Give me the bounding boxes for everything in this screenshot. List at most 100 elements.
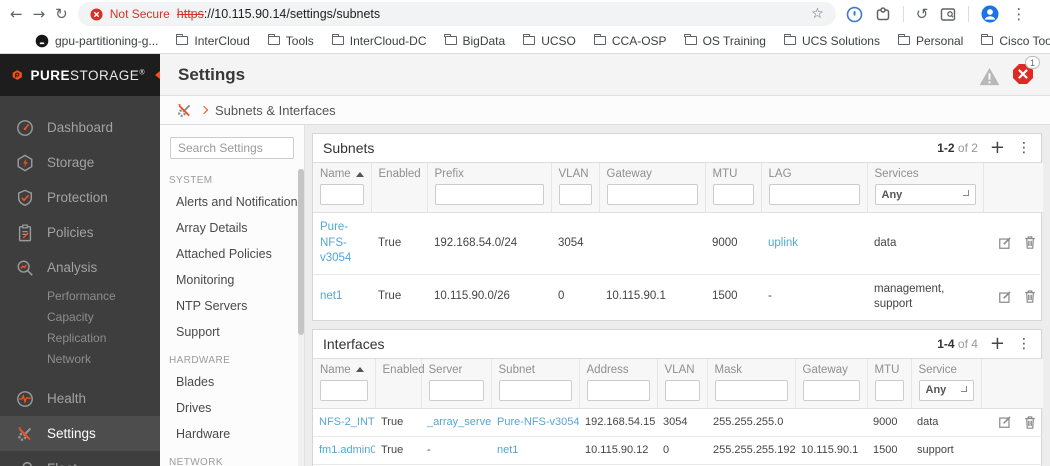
subnets-col-prefix[interactable]: Prefix [434, 168, 464, 180]
subnets-col-name[interactable]: Name [320, 168, 364, 180]
interfaces-mtu-filter[interactable] [874, 379, 904, 401]
bookmark-item[interactable]: UCSO [514, 34, 585, 48]
server-link[interactable]: _array_server [427, 415, 491, 428]
settings-nav-alerts-and-notifications[interactable]: Alerts and Notifications [176, 195, 304, 209]
security-chip-label[interactable]: Not Secure [109, 7, 170, 21]
settings-nav-monitoring[interactable]: Monitoring [176, 273, 235, 287]
bookmark-item[interactable]: Personal [889, 34, 972, 48]
sidebar-item-settings[interactable]: Settings [0, 416, 160, 451]
subnet-link[interactable]: Pure-NFS-v3054 [497, 415, 579, 428]
subnets-col-mtu[interactable]: MTU [712, 168, 738, 180]
sidebar-subitem-network[interactable]: Network [47, 351, 92, 366]
subnets-col-enabled[interactable]: Enabled [378, 168, 421, 180]
subnet-link[interactable]: net1 [497, 443, 519, 456]
sidebar-item-protection[interactable]: Protection [0, 180, 160, 215]
interfaces-col-vlan[interactable]: VLAN [664, 363, 695, 376]
interfaces-subnet-filter[interactable] [498, 379, 572, 401]
interface-name-link[interactable]: fm1.admin0 [319, 443, 375, 456]
sidebar-item-fleet[interactable]: Fleet [0, 451, 160, 466]
delete-icon[interactable] [1023, 289, 1037, 304]
subnets-col-services[interactable]: Services [874, 168, 919, 180]
delete-icon[interactable] [1023, 415, 1037, 430]
interfaces-mask-filter[interactable] [714, 379, 788, 401]
browser-menu-icon[interactable]: ⋮ [1011, 4, 1027, 23]
settings-nav-drives[interactable]: Drives [176, 401, 212, 415]
subnets-mtu-filter[interactable] [712, 184, 754, 205]
interface-name-link[interactable]: NFS-2_INT [319, 415, 375, 428]
interfaces-col-address[interactable]: Address [586, 363, 629, 376]
interfaces-col-enabled[interactable]: Enabled [382, 363, 425, 376]
warning-triangle-icon[interactable] [979, 67, 1000, 86]
edit-icon[interactable] [998, 236, 1012, 250]
profile-avatar-icon[interactable] [981, 5, 999, 23]
bookmark-item[interactable]: gpu-partitioning-g... [26, 34, 167, 48]
subnet-name-link[interactable]: Pure-NFS-v3054 [320, 221, 352, 265]
interfaces-gateway-filter[interactable] [802, 379, 860, 401]
subnets-gateway-filter[interactable] [606, 184, 698, 205]
sidebar-item-analysis[interactable]: Analysis [0, 250, 160, 285]
back-icon[interactable]: ← [10, 4, 23, 23]
bookmark-item[interactable]: CCA-OSP [585, 34, 676, 48]
bookmark-star-icon[interactable]: ☆ [811, 6, 824, 22]
interfaces-address-filter[interactable] [586, 379, 650, 401]
sidebar-subitem-capacity[interactable]: Capacity [47, 309, 94, 324]
bookmark-item[interactable]: InterCloud-DC [323, 34, 436, 48]
interfaces-menu-icon[interactable]: ⋮ [1017, 335, 1031, 352]
side-panel-search-icon[interactable] [940, 7, 956, 22]
interfaces-name-filter[interactable] [320, 379, 368, 401]
interfaces-server-filter[interactable] [428, 379, 484, 401]
extensions-puzzle-icon[interactable] [875, 6, 891, 22]
history-icon[interactable]: ↺ [915, 4, 929, 23]
add-subnet-button[interactable]: + [989, 137, 1005, 158]
sidebar-collapse-icon[interactable] [155, 71, 160, 79]
password-extension-icon[interactable] [846, 6, 863, 23]
scrollbar-thumb[interactable] [298, 169, 304, 336]
delete-icon[interactable] [1023, 235, 1037, 250]
subnets-col-gateway[interactable]: Gateway [606, 168, 652, 180]
subnets-prefix-filter[interactable] [434, 184, 544, 205]
interfaces-col-mtu[interactable]: MTU [874, 363, 900, 376]
bookmark-item[interactable]: InterCloud [167, 34, 258, 48]
settings-nav-support[interactable]: Support [176, 325, 220, 339]
interfaces-col-name[interactable]: Name [320, 364, 368, 376]
add-interface-button[interactable]: + [989, 332, 1005, 354]
interfaces-vlan-filter[interactable] [664, 379, 700, 401]
subnets-name-filter[interactable] [320, 184, 364, 205]
reload-icon[interactable]: ↻ [55, 4, 68, 23]
alerts-button[interactable]: 1 [1012, 56, 1040, 90]
edit-icon[interactable] [998, 415, 1012, 429]
interfaces-col-mask[interactable]: Mask [714, 363, 742, 376]
sidebar-subitem-performance[interactable]: Performance [47, 288, 116, 303]
omnibox[interactable]: Not Secure https://10.115.90.14/settings… [77, 2, 836, 26]
subnets-col-vlan[interactable]: VLAN [558, 168, 589, 180]
bookmark-item[interactable]: BigData [436, 34, 515, 48]
subnets-vlan-filter[interactable] [558, 184, 592, 205]
subnets-services-filter[interactable]: Any [874, 184, 976, 205]
interfaces-col-service[interactable]: Service [918, 363, 957, 376]
bookmark-item[interactable]: Tools [259, 34, 323, 48]
settings-nav-attached-policies[interactable]: Attached Policies [176, 247, 272, 261]
lag-link[interactable]: uplink [768, 236, 799, 249]
sidebar-item-dashboard[interactable]: Dashboard [0, 110, 160, 145]
subnets-menu-icon[interactable]: ⋮ [1017, 140, 1031, 156]
sidebar-item-storage[interactable]: Storage [0, 145, 160, 180]
search-settings-input[interactable] [170, 137, 294, 159]
settings-nav-array-details[interactable]: Array Details [176, 221, 248, 235]
interfaces-col-subnet[interactable]: Subnet [498, 363, 535, 376]
sidebar-item-policies[interactable]: Policies [0, 215, 160, 250]
interfaces-service-filter[interactable]: Any [918, 379, 974, 401]
bookmark-item[interactable]: UCS Solutions [775, 34, 889, 48]
subnets-lag-filter[interactable] [768, 184, 860, 205]
sidebar-subitem-replication[interactable]: Replication [47, 330, 107, 345]
interfaces-col-gateway[interactable]: Gateway [802, 363, 848, 376]
settings-nav-blades[interactable]: Blades [176, 375, 215, 389]
forward-icon[interactable]: → [32, 4, 46, 23]
settings-nav-scrollbar[interactable] [298, 169, 304, 466]
sidebar-item-health[interactable]: Health [0, 381, 160, 416]
settings-nav-ntp-servers[interactable]: NTP Servers [176, 299, 248, 313]
interfaces-col-server[interactable]: Server [428, 363, 463, 376]
subnet-name-link[interactable]: net1 [320, 290, 343, 303]
bookmark-item[interactable]: OS Training [676, 34, 775, 48]
subnets-col-lag[interactable]: LAG [768, 168, 792, 180]
edit-icon[interactable] [998, 290, 1012, 304]
